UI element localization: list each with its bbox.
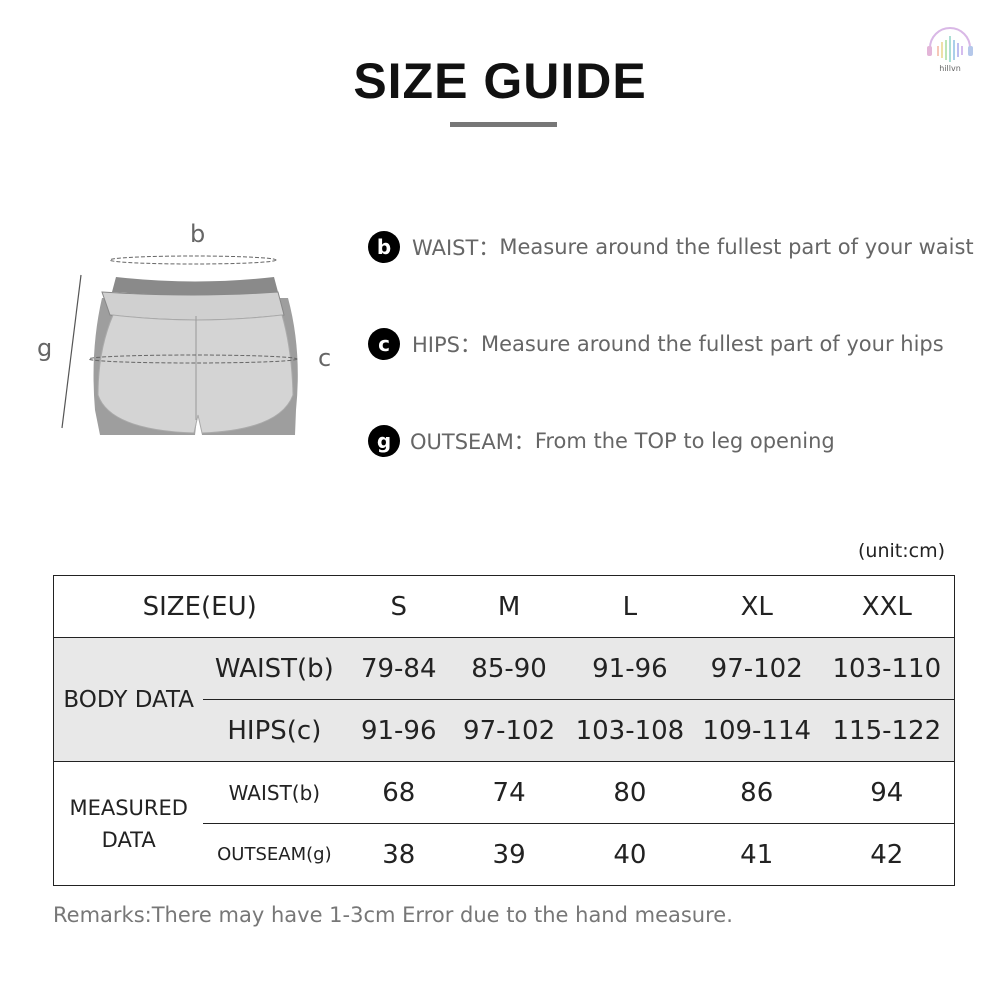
size-l: L	[622, 591, 638, 622]
cell: 80	[566, 761, 694, 824]
measurement-desc: Measure around the fullest part of your …	[480, 332, 944, 356]
brand-logo: hillvn	[920, 24, 980, 78]
cell: 41	[740, 839, 774, 870]
cell: 97-102	[452, 699, 566, 762]
label-b: b	[190, 220, 206, 248]
table-header-row: SIZE(EU) S M L XL XXL	[53, 575, 955, 638]
size-xl: XL	[740, 591, 773, 622]
row-label: HIPS(c)	[203, 699, 346, 762]
measurement-waist: b WAIST： Measure around the fullest part …	[368, 231, 974, 263]
measurement-name: OUTSEAM：	[410, 430, 535, 454]
cell: 86	[693, 761, 820, 824]
size-xxl: XXL	[861, 591, 912, 622]
cell: 97-102	[693, 637, 820, 700]
cell: 79-84	[345, 637, 453, 700]
measurement-outseam: g OUTSEAM： From the TOP to leg opening	[368, 425, 835, 457]
measurement-desc: Measure around the fullest part of your …	[499, 235, 974, 259]
page-title: SIZE GUIDE	[353, 53, 647, 109]
group-label: MEASURED DATA	[53, 761, 204, 886]
cell: 109-114	[693, 699, 820, 762]
measurement-name: HIPS：	[412, 333, 481, 357]
cell: 103-108	[566, 699, 694, 762]
cell: 91-96	[345, 699, 453, 762]
cell: 68	[345, 761, 453, 824]
size-s: S	[390, 591, 408, 622]
table-row: MEASURED DATA WAIST(b) 68 74 80 86 94	[53, 761, 955, 886]
cell: 115-122	[819, 699, 955, 762]
label-c: c	[318, 344, 332, 372]
measurement-name: WAIST：	[412, 236, 500, 260]
unit-label: (unit:cm)	[858, 540, 945, 562]
cell: 38	[382, 839, 416, 870]
title-underline	[450, 122, 557, 127]
cell: 91-96	[566, 637, 694, 700]
badge-b: b	[368, 231, 400, 263]
measurement-desc: From the TOP to leg opening	[534, 429, 835, 453]
size-m: M	[497, 591, 521, 622]
cell: 103-110	[819, 637, 955, 700]
cell: 74	[452, 761, 566, 824]
shorts-diagram: b g c	[30, 220, 340, 444]
badge-g: g	[368, 425, 400, 457]
measurement-hips: c HIPS： Measure around the fullest part o…	[368, 328, 944, 360]
cell: 85-90	[452, 637, 566, 700]
cell: 39	[492, 839, 526, 870]
group-label: BODY DATA	[53, 637, 204, 762]
row-label: WAIST(b)	[203, 761, 346, 824]
svg-text:hillvn: hillvn	[939, 64, 961, 73]
size-table: SIZE(EU) S M L XL XXL BODY DATA WAIST(b)…	[53, 575, 955, 886]
cell: 94	[819, 761, 955, 824]
size-header: SIZE(EU)	[142, 591, 257, 622]
row-label: OUTSEAM(g)	[217, 844, 332, 865]
remarks: Remarks:There may have 1-3cm Error due t…	[53, 903, 733, 927]
label-g: g	[37, 334, 53, 362]
cell: 40	[613, 839, 647, 870]
table-row: BODY DATA WAIST(b) 79-84 85-90 91-96 97-…	[53, 637, 955, 762]
row-label: WAIST(b)	[203, 637, 346, 700]
table-row: HIPS(c) 91-96 97-102 103-108 109-114 115…	[53, 699, 955, 762]
cell: 42	[870, 839, 904, 870]
badge-c: c	[368, 328, 400, 360]
